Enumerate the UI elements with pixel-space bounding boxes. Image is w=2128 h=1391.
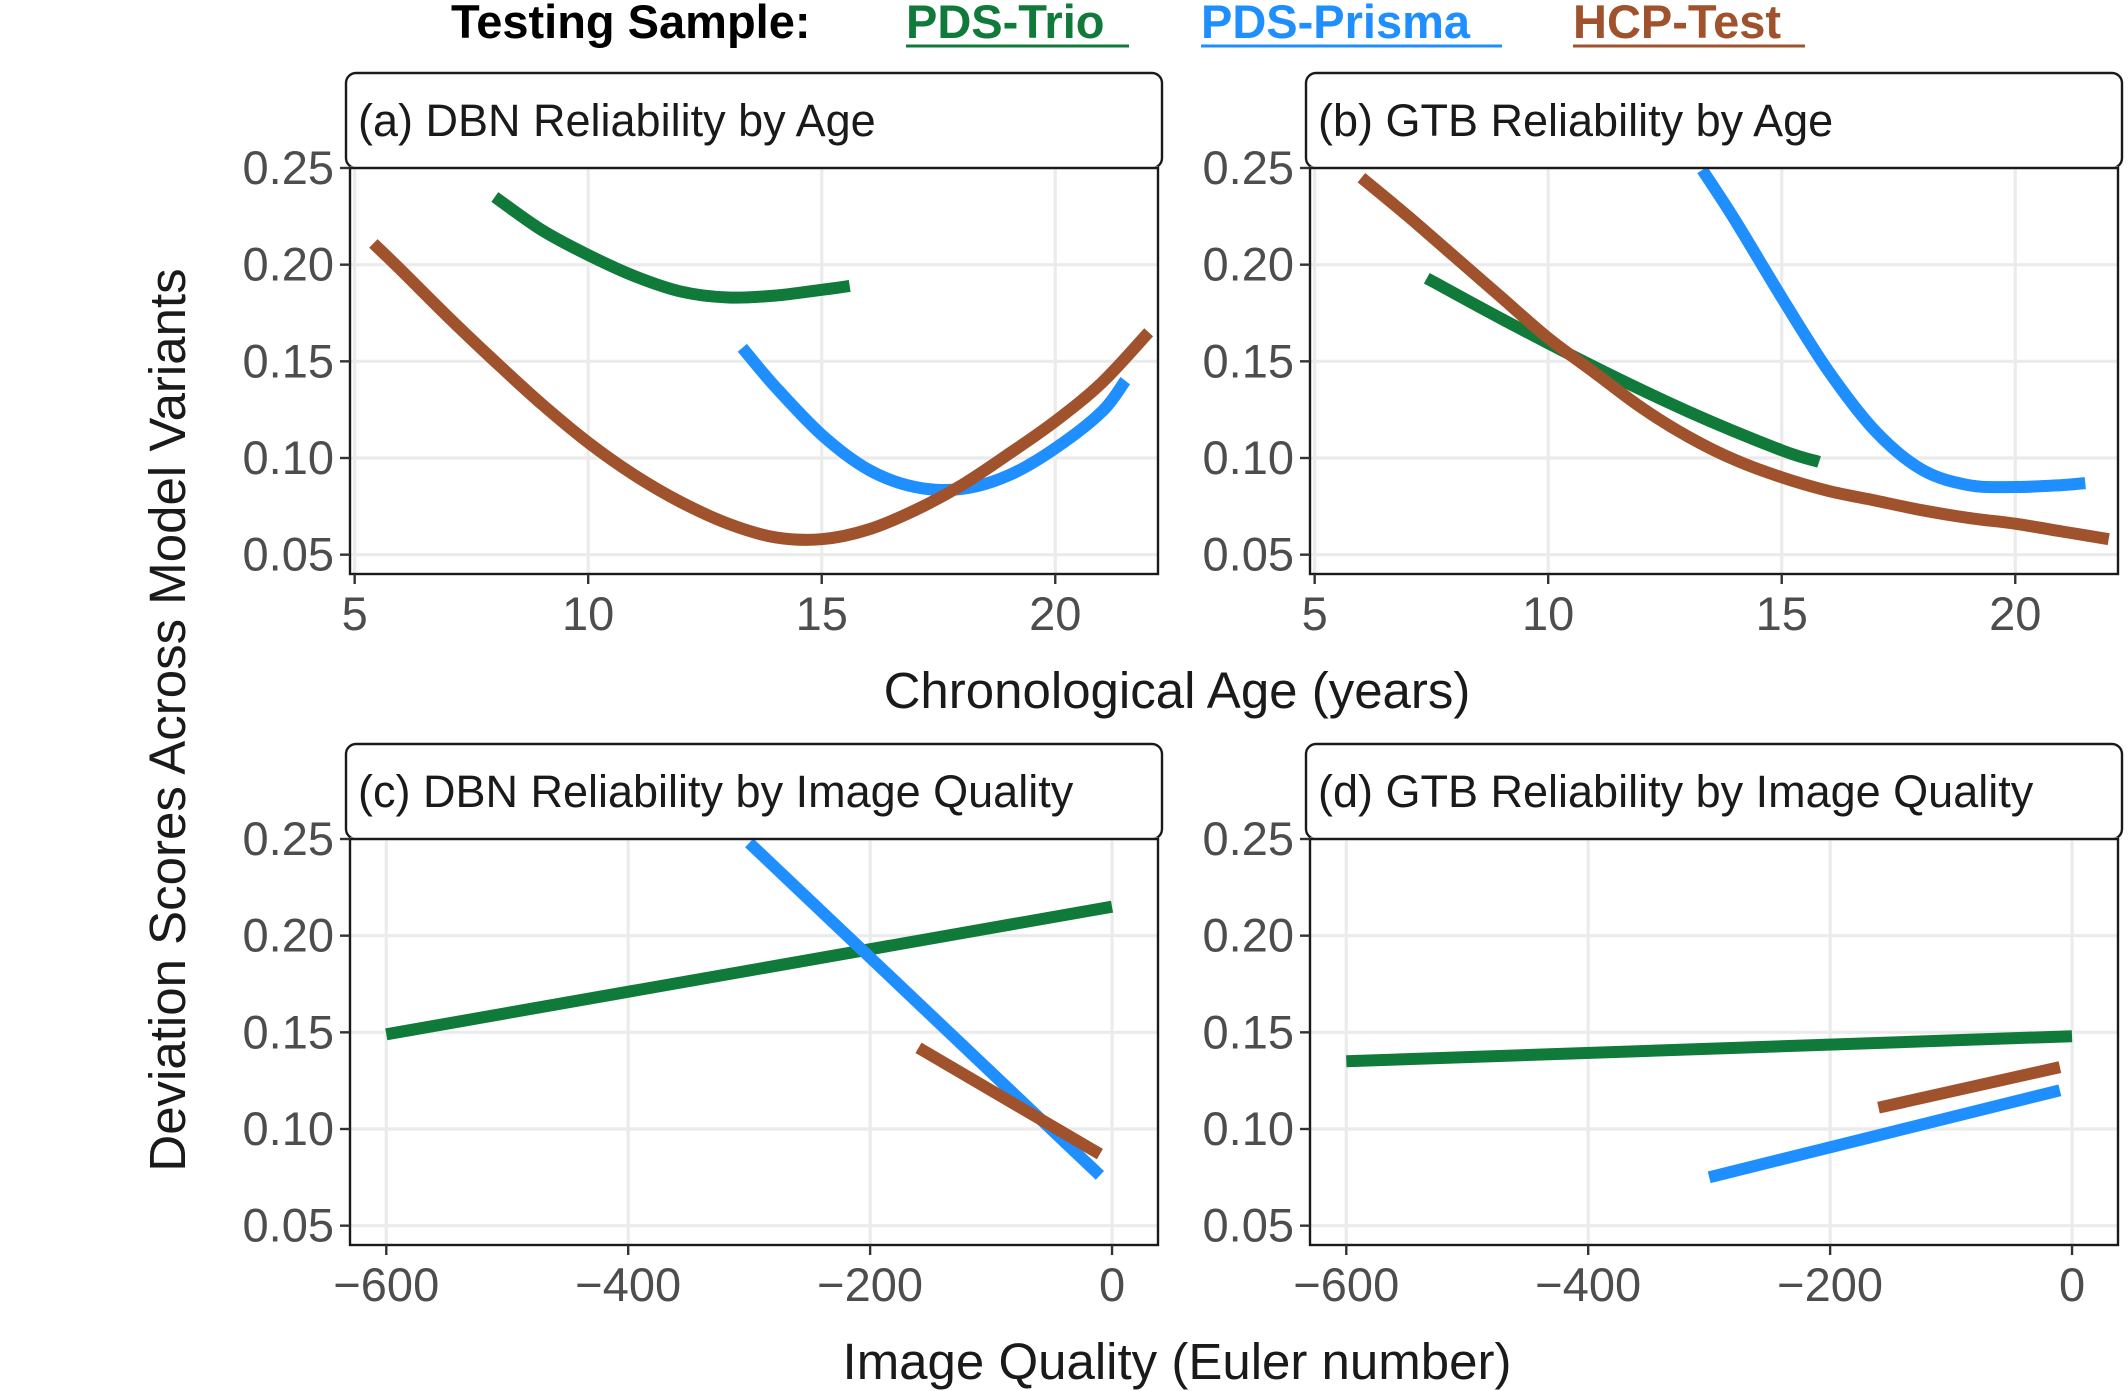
- y-axis-title: Deviation Scores Across Model Variants: [139, 268, 196, 1171]
- x-tick-label: 20: [1989, 587, 2041, 640]
- y-tick-label: 0.20: [1203, 238, 1294, 291]
- panel-title: (a) DBN Reliability by Age: [358, 95, 876, 146]
- panel-title: (d) GTB Reliability by Image Quality: [1318, 766, 2034, 817]
- x-tick-label: 0: [2059, 1258, 2085, 1311]
- y-tick-label: 0.10: [243, 1102, 334, 1155]
- legend: Testing Sample: PDS-Trio PDS-Prisma HCP-…: [451, 0, 1805, 48]
- panel-border: [348, 837, 1160, 1247]
- panel-d-gtb-quality: (d) GTB Reliability by Image Quality −600…: [1203, 742, 2124, 1311]
- series-group: [1346, 1030, 2073, 1184]
- series-line-pds-trio: [1423, 272, 1821, 468]
- y-tick-label: 0.10: [1203, 1102, 1294, 1155]
- series-line-pds-prisma: [737, 343, 1131, 497]
- x-tick-label: −400: [1535, 1258, 1641, 1311]
- y-tick-label: 0.25: [243, 141, 334, 194]
- y-tick-label: 0.15: [243, 1005, 334, 1058]
- x-tick-label: 0: [1099, 1258, 1125, 1311]
- series-group: [369, 192, 1154, 546]
- y-tick-label: 0.20: [243, 238, 334, 291]
- x-tick-label: −400: [575, 1258, 681, 1311]
- y-tick-label: 0.15: [1203, 334, 1294, 387]
- y-tick-label: 0.10: [243, 431, 334, 484]
- y-tick-label: 0.05: [1203, 1199, 1294, 1252]
- y-tick-label: 0.05: [1203, 528, 1294, 581]
- series-line-hcp-test: [915, 1042, 1103, 1160]
- grid: [350, 837, 1158, 1245]
- series-line-pds-trio: [491, 192, 851, 304]
- y-tick-label: 0.25: [243, 812, 334, 865]
- legend-label-pds-trio: PDS-Trio: [906, 0, 1104, 48]
- x-tick-label: 5: [342, 587, 368, 640]
- x-tick-label: 10: [1522, 587, 1574, 640]
- x-tick-label: 20: [1029, 587, 1081, 640]
- series-line-pds-prisma: [1707, 1084, 2062, 1184]
- x-tick-label: 10: [562, 587, 614, 640]
- x-tick-label: 15: [796, 587, 848, 640]
- y-tick-label: 0.20: [243, 909, 334, 962]
- x-tick-label: −200: [817, 1258, 923, 1311]
- legend-label-hcp-test: HCP-Test: [1573, 0, 1781, 48]
- y-tick-label: 0.20: [1203, 909, 1294, 962]
- panel-b-gtb-age: (b) GTB Reliability by Age 5 10 15 20 0.05 0.1…: [1203, 71, 2124, 640]
- x-tick-label: −600: [333, 1258, 439, 1311]
- series-line-hcp-test: [1357, 173, 2110, 546]
- panel-border: [1308, 166, 2120, 576]
- panel-c-dbn-quality: (c) DBN Reliability by Image Quality −600…: [243, 742, 1164, 1311]
- y-tick-label: 0.05: [243, 528, 334, 581]
- series-group: [385, 839, 1114, 1180]
- quality-axis-title: Image Quality (Euler number): [843, 1333, 1512, 1390]
- panel-title: (c) DBN Reliability by Image Quality: [358, 766, 1074, 817]
- panel-border: [348, 166, 1160, 576]
- x-tick-label: −600: [1293, 1258, 1399, 1311]
- panel-a-dbn-age: (a) DBN Reliability by Age 5 10 15 20 0.05 0.1…: [243, 71, 1164, 640]
- series-line-hcp-test: [369, 239, 1154, 546]
- panel-border: [1308, 837, 2120, 1247]
- y-tick-label: 0.10: [1203, 431, 1294, 484]
- x-tick-label: 5: [1302, 587, 1328, 640]
- age-axis-title: Chronological Age (years): [884, 662, 1471, 719]
- series-line-pds-trio: [385, 900, 1114, 1041]
- y-tick-label: 0.25: [1203, 812, 1294, 865]
- legend-title: Testing Sample:: [451, 0, 811, 48]
- series-line-pds-trio: [1346, 1030, 2073, 1068]
- series-group: [1357, 168, 2110, 546]
- x-tick-label: −200: [1777, 1258, 1883, 1311]
- series-line-hcp-test: [1877, 1061, 2062, 1114]
- y-tick-label: 0.05: [243, 1199, 334, 1252]
- legend-label-pds-prisma: PDS-Prisma: [1201, 0, 1471, 48]
- x-tick-label: 15: [1756, 587, 1808, 640]
- series-line-pds-prisma: [1697, 168, 2086, 494]
- y-tick-label: 0.25: [1203, 141, 1294, 194]
- y-tick-label: 0.15: [1203, 1005, 1294, 1058]
- panel-title: (b) GTB Reliability by Age: [1318, 95, 1833, 146]
- y-tick-label: 0.15: [243, 334, 334, 387]
